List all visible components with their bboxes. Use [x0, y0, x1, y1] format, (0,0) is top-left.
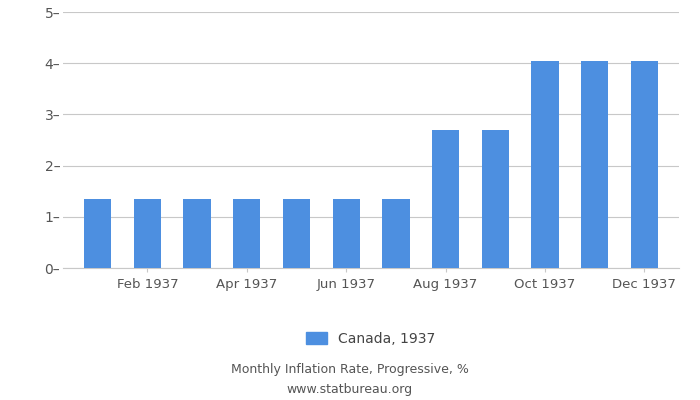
- Bar: [631, 61, 658, 268]
- Bar: [233, 199, 260, 268]
- Bar: [183, 199, 211, 268]
- Bar: [134, 199, 161, 268]
- Text: www.statbureau.org: www.statbureau.org: [287, 384, 413, 396]
- Text: Monthly Inflation Rate, Progressive, %: Monthly Inflation Rate, Progressive, %: [231, 364, 469, 376]
- Bar: [84, 199, 111, 268]
- Bar: [531, 61, 559, 268]
- Bar: [332, 199, 360, 268]
- Legend: Canada, 1937: Canada, 1937: [301, 326, 441, 351]
- Bar: [432, 130, 459, 268]
- Bar: [283, 199, 310, 268]
- Bar: [581, 61, 608, 268]
- Bar: [382, 199, 410, 268]
- Bar: [482, 130, 509, 268]
